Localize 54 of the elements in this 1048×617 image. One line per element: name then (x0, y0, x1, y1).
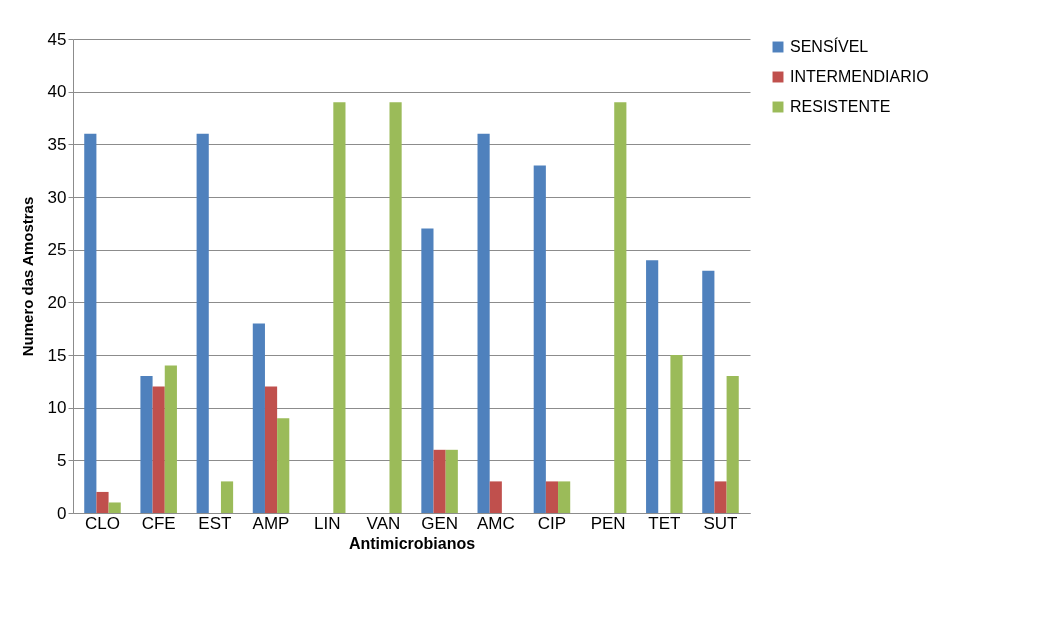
bar (433, 449, 446, 513)
bar (714, 481, 727, 513)
bar (421, 228, 434, 513)
bar (389, 102, 402, 513)
x-tick-label: SUT (703, 513, 738, 533)
bar (489, 481, 502, 513)
bar (196, 133, 209, 513)
bar (558, 481, 571, 513)
y-tick-label: 0 (57, 503, 67, 523)
y-axis-title: Numero das Amostras (18, 196, 36, 357)
bar (670, 355, 683, 513)
bar (726, 376, 739, 513)
bar (96, 491, 109, 513)
x-tick-label: GEN (421, 513, 459, 533)
bar (264, 386, 278, 513)
x-tick-label: VAN (366, 513, 401, 533)
bar (702, 270, 715, 513)
bar (220, 481, 234, 513)
x-tick-label: AMC (476, 513, 515, 533)
bar (614, 102, 627, 513)
y-tick-label: 15 (47, 345, 67, 365)
y-tick-label: 35 (47, 134, 67, 154)
x-tick-label: CFE (141, 513, 176, 533)
y-tick-label: 40 (47, 82, 67, 102)
bar (108, 502, 121, 513)
bar (277, 418, 290, 513)
bar (84, 133, 97, 513)
y-tick-label: 5 (57, 450, 67, 470)
x-tick-label: CLO (85, 513, 120, 533)
x-tick-label: CIP (537, 513, 567, 533)
legend-label: RESISTENTE (790, 98, 891, 115)
x-tick-label: AMP (252, 513, 290, 533)
bar (445, 449, 458, 513)
x-axis-title: Antimicrobianos (348, 534, 476, 552)
legend-label: INTERMENDIARIO (790, 68, 929, 85)
bar (252, 323, 265, 513)
x-tick-label: EST (198, 513, 232, 533)
bar (140, 376, 153, 513)
y-tick-label: 45 (47, 29, 67, 49)
x-tick-label: LIN (313, 513, 341, 533)
bar (477, 133, 490, 513)
bar (533, 165, 546, 513)
bar (545, 481, 559, 513)
bar (164, 365, 177, 513)
y-tick-label: 10 (47, 398, 67, 418)
bar (333, 102, 346, 513)
y-tick-label: 30 (47, 187, 67, 207)
bar (646, 260, 659, 513)
x-tick-label: TET (648, 513, 681, 533)
y-tick-label: 25 (47, 240, 67, 260)
y-tick-label: 20 (47, 292, 67, 312)
x-tick-label: PEN (590, 513, 626, 533)
bar (152, 386, 165, 513)
legend-label: SENSÍVEL (790, 37, 869, 55)
